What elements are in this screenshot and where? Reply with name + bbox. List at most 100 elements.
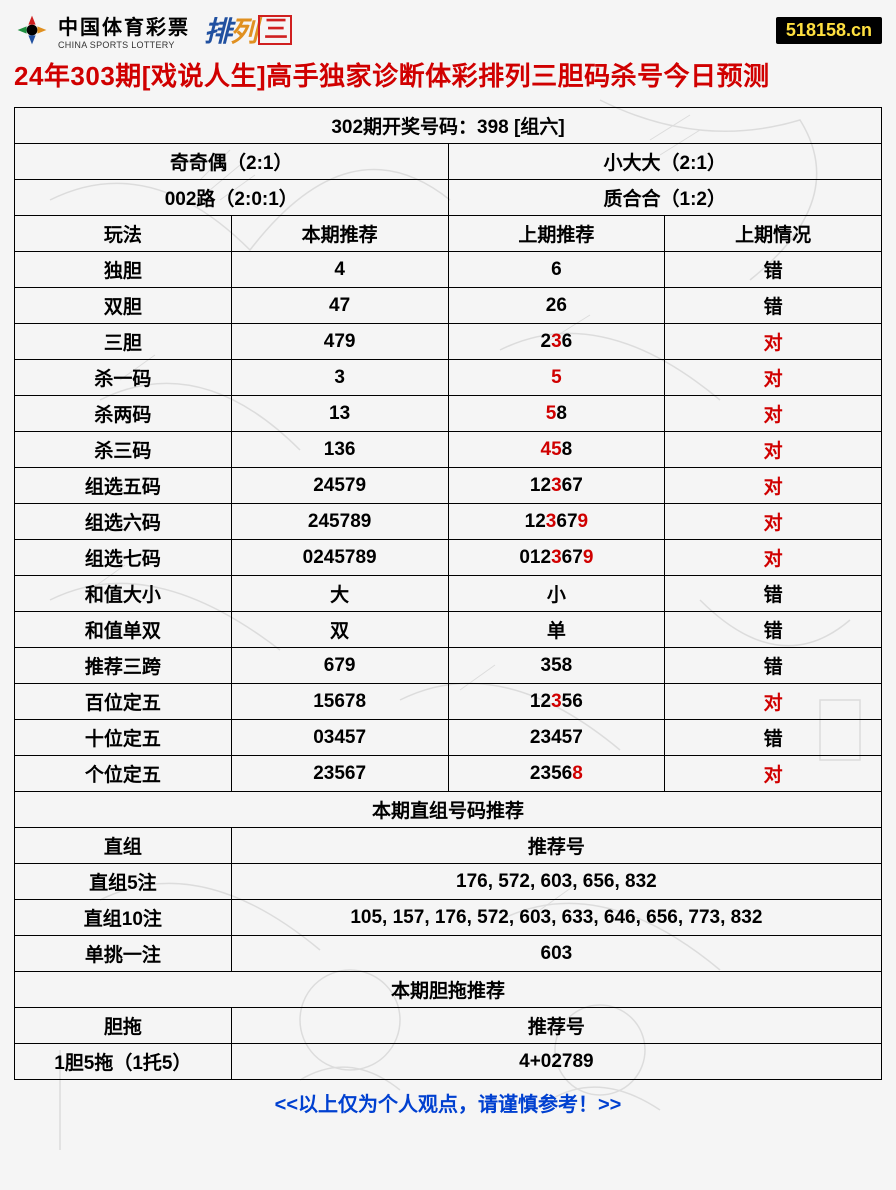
cell-current: 245789 bbox=[231, 504, 448, 540]
summary-right-1: 小大大（2:1） bbox=[448, 144, 882, 180]
cell-current: 24579 bbox=[231, 468, 448, 504]
cell-play: 个位定五 bbox=[15, 756, 232, 792]
cell-label: 1胆5拖（1托5） bbox=[15, 1044, 232, 1080]
table-row: 和值大小大小错 bbox=[15, 576, 882, 612]
table-row: 1胆5拖（1托5）4+02789 bbox=[15, 1044, 882, 1080]
cell-current: 479 bbox=[231, 324, 448, 360]
pailie-logo: 排 列 三 bbox=[204, 10, 292, 50]
cell-label: 直组10注 bbox=[15, 900, 232, 936]
table-row: 杀三码136458对 bbox=[15, 432, 882, 468]
logo-text-en: CHINA SPORTS LOTTERY bbox=[58, 40, 190, 50]
col-header-prev: 上期推荐 bbox=[448, 216, 665, 252]
table-row: 双胆4726错 bbox=[15, 288, 882, 324]
cell-play: 杀两码 bbox=[15, 396, 232, 432]
section3-title: 本期胆拖推荐 bbox=[15, 972, 882, 1008]
col-header-play: 玩法 bbox=[15, 216, 232, 252]
cell-value: 176, 572, 603, 656, 832 bbox=[231, 864, 881, 900]
table-row: 单挑一注603 bbox=[15, 936, 882, 972]
cell-status: 对 bbox=[665, 540, 882, 576]
table-row: 组选六码245789123679对 bbox=[15, 504, 882, 540]
cell-current: 大 bbox=[231, 576, 448, 612]
table-row: 推荐三跨679358错 bbox=[15, 648, 882, 684]
section3-col-value: 推荐号 bbox=[231, 1008, 881, 1044]
cell-prev: 458 bbox=[448, 432, 665, 468]
header: 中国体育彩票 CHINA SPORTS LOTTERY 排 列 三 518158… bbox=[14, 10, 882, 50]
table-row: 和值单双双单错 bbox=[15, 612, 882, 648]
section2-col-label: 直组 bbox=[15, 828, 232, 864]
table-row: 个位定五2356723568对 bbox=[15, 756, 882, 792]
cell-prev: 0123679 bbox=[448, 540, 665, 576]
cell-current: 3 bbox=[231, 360, 448, 396]
section3-col-label: 胆拖 bbox=[15, 1008, 232, 1044]
summary-right-2: 质合合（1:2） bbox=[448, 180, 882, 216]
table-row: 百位定五1567812356对 bbox=[15, 684, 882, 720]
site-badge: 518158.cn bbox=[776, 17, 882, 44]
cell-prev: 小 bbox=[448, 576, 665, 612]
cell-play: 独胆 bbox=[15, 252, 232, 288]
table-row: 直组5注176, 572, 603, 656, 832 bbox=[15, 864, 882, 900]
cell-label: 单挑一注 bbox=[15, 936, 232, 972]
cell-prev: 单 bbox=[448, 612, 665, 648]
cell-play: 十位定五 bbox=[15, 720, 232, 756]
cell-current: 双 bbox=[231, 612, 448, 648]
cell-play: 和值单双 bbox=[15, 612, 232, 648]
cell-current: 679 bbox=[231, 648, 448, 684]
cell-play: 杀一码 bbox=[15, 360, 232, 396]
cell-play: 组选七码 bbox=[15, 540, 232, 576]
cell-prev: 358 bbox=[448, 648, 665, 684]
cell-prev: 23568 bbox=[448, 756, 665, 792]
table-row: 组选五码2457912367对 bbox=[15, 468, 882, 504]
cell-prev: 5 bbox=[448, 360, 665, 396]
cell-status: 对 bbox=[665, 684, 882, 720]
logo-section: 中国体育彩票 CHINA SPORTS LOTTERY 排 列 三 bbox=[14, 10, 292, 50]
table-row: 杀一码35对 bbox=[15, 360, 882, 396]
cell-status: 对 bbox=[665, 756, 882, 792]
cell-status: 错 bbox=[665, 612, 882, 648]
cell-status: 错 bbox=[665, 252, 882, 288]
cell-prev: 123679 bbox=[448, 504, 665, 540]
table-row: 十位定五0345723457错 bbox=[15, 720, 882, 756]
cell-current: 47 bbox=[231, 288, 448, 324]
cell-status: 对 bbox=[665, 360, 882, 396]
cell-label: 直组5注 bbox=[15, 864, 232, 900]
cell-prev: 26 bbox=[448, 288, 665, 324]
cell-current: 23567 bbox=[231, 756, 448, 792]
table-row: 独胆46错 bbox=[15, 252, 882, 288]
logo-text-cn: 中国体育彩票 bbox=[58, 11, 190, 40]
cell-play: 三胆 bbox=[15, 324, 232, 360]
cell-status: 对 bbox=[665, 432, 882, 468]
pailie-char-1: 排 bbox=[204, 10, 230, 50]
cell-prev: 23457 bbox=[448, 720, 665, 756]
cell-status: 错 bbox=[665, 288, 882, 324]
cell-current: 136 bbox=[231, 432, 448, 468]
cell-prev: 12367 bbox=[448, 468, 665, 504]
cell-status: 错 bbox=[665, 576, 882, 612]
pailie-char-3: 三 bbox=[258, 15, 292, 45]
cell-status: 错 bbox=[665, 648, 882, 684]
table-row: 直组10注105, 157, 176, 572, 603, 633, 646, … bbox=[15, 900, 882, 936]
col-header-current: 本期推荐 bbox=[231, 216, 448, 252]
cell-play: 组选六码 bbox=[15, 504, 232, 540]
summary-left-1: 奇奇偶（2:1） bbox=[15, 144, 449, 180]
cell-prev: 12356 bbox=[448, 684, 665, 720]
prediction-table: 302期开奖号码：398 [组六] 奇奇偶（2:1） 小大大（2:1） 002路… bbox=[14, 107, 882, 1125]
cell-value: 105, 157, 176, 572, 603, 633, 646, 656, … bbox=[231, 900, 881, 936]
cell-prev: 58 bbox=[448, 396, 665, 432]
cell-current: 0245789 bbox=[231, 540, 448, 576]
table-row: 杀两码1358对 bbox=[15, 396, 882, 432]
cell-status: 错 bbox=[665, 720, 882, 756]
pailie-char-2: 列 bbox=[230, 10, 256, 50]
cell-value: 4+02789 bbox=[231, 1044, 881, 1080]
summary-left-2: 002路（2:0:1） bbox=[15, 180, 449, 216]
table-row: 三胆479236对 bbox=[15, 324, 882, 360]
cell-current: 15678 bbox=[231, 684, 448, 720]
cell-play: 组选五码 bbox=[15, 468, 232, 504]
cell-prev: 236 bbox=[448, 324, 665, 360]
main-header-row: 玩法 本期推荐 上期推荐 上期情况 bbox=[15, 216, 882, 252]
cell-status: 对 bbox=[665, 504, 882, 540]
cell-current: 4 bbox=[231, 252, 448, 288]
cell-status: 对 bbox=[665, 324, 882, 360]
col-header-status: 上期情况 bbox=[665, 216, 882, 252]
prev-result-row: 302期开奖号码：398 [组六] bbox=[15, 108, 882, 144]
footer-note: <<以上仅为个人观点，请谨慎参考！>> bbox=[15, 1080, 882, 1125]
